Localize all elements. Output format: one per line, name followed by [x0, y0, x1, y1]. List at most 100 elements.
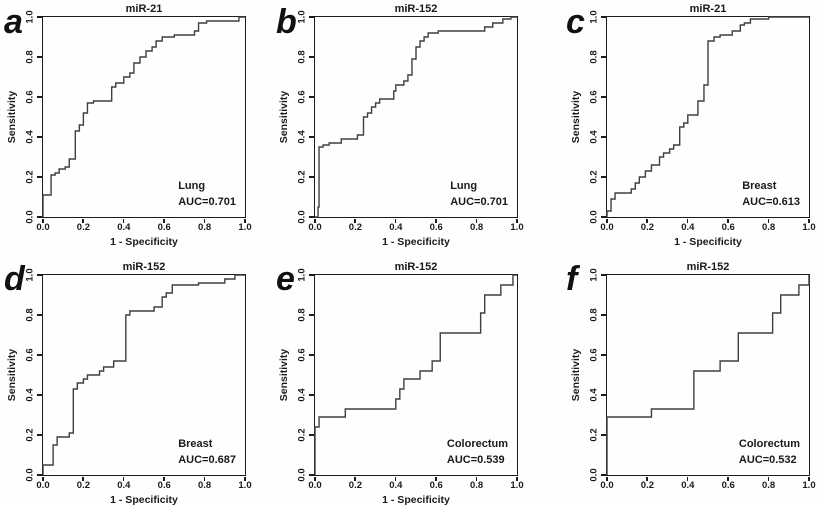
- y-tick-mark: [37, 56, 42, 58]
- x-tick-mark: [767, 218, 770, 223]
- y-tick-label: 1.0: [296, 10, 308, 24]
- chart-title: miR-21: [689, 3, 727, 15]
- y-tick-label: 0.8: [588, 50, 600, 64]
- x-tick-mark: [82, 476, 84, 481]
- x-tick-mark: [435, 218, 437, 223]
- x-tick-mark: [686, 476, 689, 481]
- x-tick-mark: [394, 218, 397, 223]
- chart-title: miR-21: [125, 3, 163, 15]
- x-tick-label: 0.0: [308, 480, 322, 491]
- x-tick-mark: [516, 218, 518, 223]
- x-tick-label: 0.0: [308, 222, 322, 233]
- x-tick-label: 0.4: [117, 222, 131, 233]
- y-tick-mark: [601, 434, 606, 436]
- annotation-tissue: Breast: [742, 180, 777, 192]
- roc-curve: [607, 17, 809, 217]
- y-tick-mark: [601, 136, 606, 138]
- x-tick-label: 0.0: [600, 222, 614, 233]
- y-axis-label: Sensitivity: [278, 348, 290, 402]
- annotation-auc: AUC=0.613: [742, 196, 800, 208]
- annotation-auc: AUC=0.532: [738, 454, 797, 466]
- x-tick-label: 0.6: [721, 222, 735, 233]
- y-tick-mark: [309, 474, 314, 476]
- plot-row: Sensitivity Breast AUC=0.687 0.0 0.0 0.2 0.…: [6, 268, 272, 491]
- y-axis-label: Sensitivity: [570, 90, 582, 144]
- x-tick-mark: [435, 476, 437, 481]
- y-tick-mark: [601, 56, 606, 58]
- y-tick-mark: [309, 136, 314, 138]
- plot-row: Sensitivity Lung AUC=0.701 0.0 0.0 0.2 0.2 0…: [278, 10, 550, 233]
- y-tick-label: 0.0: [24, 210, 36, 224]
- annotation-tissue: Colorectum: [446, 438, 508, 450]
- y-tick-label: 0.6: [24, 90, 36, 104]
- x-tick-label: 0.6: [157, 480, 171, 491]
- x-tick-label: 0.0: [36, 480, 50, 491]
- x-tick-mark: [646, 476, 648, 481]
- y-tick-mark: [309, 314, 314, 316]
- x-tick-mark: [354, 218, 356, 223]
- y-tick-mark: [37, 354, 42, 356]
- plot-frame: Sensitivity Colorectum AUC=0.532 0.0 0.0 0…: [570, 268, 816, 491]
- y-tick-label: 0.8: [24, 50, 36, 64]
- annotation-tissue: Colorectum: [738, 438, 800, 450]
- annotation-tissue: Lung: [178, 180, 206, 192]
- y-tick-label: 0.2: [588, 170, 600, 184]
- y-tick-mark: [601, 394, 606, 396]
- plot-row: Sensitivity Colorectum AUC=0.539 0.0 0.0 0…: [278, 268, 550, 491]
- x-tick-mark: [606, 218, 608, 223]
- chart-title: miR-152: [122, 261, 166, 273]
- x-tick-mark: [516, 476, 518, 481]
- x-axis-label: 1 - Specificity: [382, 236, 450, 248]
- roc-panel: a miR-21 Sensitivity Lung AUC=0.701 0.0 0…: [0, 0, 272, 250]
- y-tick-mark: [601, 96, 606, 98]
- roc-curve: [43, 275, 245, 475]
- y-tick-label: 0.2: [296, 428, 308, 442]
- x-tick-mark: [122, 476, 125, 481]
- x-axis-label: 1 - Specificity: [382, 494, 450, 506]
- plot-row: Sensitivity Colorectum AUC=0.532 0.0 0.0 0…: [570, 268, 824, 491]
- x-tick-label: 0.2: [76, 222, 90, 233]
- y-tick-mark: [37, 176, 42, 178]
- y-tick-label: 0.6: [296, 90, 308, 104]
- y-tick-mark: [309, 56, 314, 58]
- x-tick-label: 0.4: [389, 222, 403, 233]
- y-tick-mark: [601, 16, 606, 18]
- y-tick-label: 0.2: [24, 428, 36, 442]
- x-tick-mark: [354, 476, 356, 481]
- x-tick-label: 0.4: [389, 480, 403, 491]
- panel-letter: d: [4, 260, 25, 298]
- y-tick-label: 1.0: [24, 10, 36, 24]
- roc-curve-svg: [315, 17, 517, 217]
- x-tick-mark: [122, 218, 125, 223]
- roc-panel: d miR-152 Sensitivity Breast AUC=0.687 0…: [0, 250, 272, 506]
- plot-frame: Sensitivity Breast AUC=0.613 0.0 0.0 0.2 0.…: [570, 10, 816, 233]
- y-tick-label: 0.8: [296, 308, 308, 322]
- y-tick-mark: [309, 216, 314, 218]
- y-tick-label: 0.0: [588, 210, 600, 224]
- y-tick-label: 0.0: [296, 210, 308, 224]
- plot-row: Sensitivity Lung AUC=0.701 0.0 0.0 0.2 0.2 0…: [6, 10, 272, 233]
- x-tick-mark: [727, 218, 729, 223]
- x-tick-label: 0.4: [117, 480, 131, 491]
- y-tick-mark: [601, 314, 606, 316]
- y-tick-mark: [601, 176, 606, 178]
- x-tick-mark: [475, 218, 478, 223]
- annotation-tissue: Breast: [178, 438, 213, 450]
- y-tick-label: 0.8: [296, 50, 308, 64]
- panel-letter: c: [566, 3, 585, 41]
- y-axis-label: Sensitivity: [6, 90, 18, 144]
- x-tick-mark: [767, 476, 770, 481]
- y-tick-label: 1.0: [588, 10, 600, 24]
- annotation-block: Lung AUC=0.701: [450, 178, 508, 210]
- x-tick-label: 0.2: [640, 222, 654, 233]
- y-tick-label: 0.6: [588, 90, 600, 104]
- roc-panel: e miR-152 Sensitivity Colorectum AUC=0.5…: [272, 250, 550, 506]
- x-tick-label: 0.8: [469, 222, 484, 233]
- roc-curve-svg: [607, 17, 809, 217]
- x-tick-label: 0.6: [429, 480, 443, 491]
- chart-title: miR-152: [394, 3, 438, 15]
- panel-letter: b: [276, 3, 297, 41]
- roc-curve-svg: [607, 275, 809, 475]
- annotation-block: Lung AUC=0.701: [178, 178, 236, 210]
